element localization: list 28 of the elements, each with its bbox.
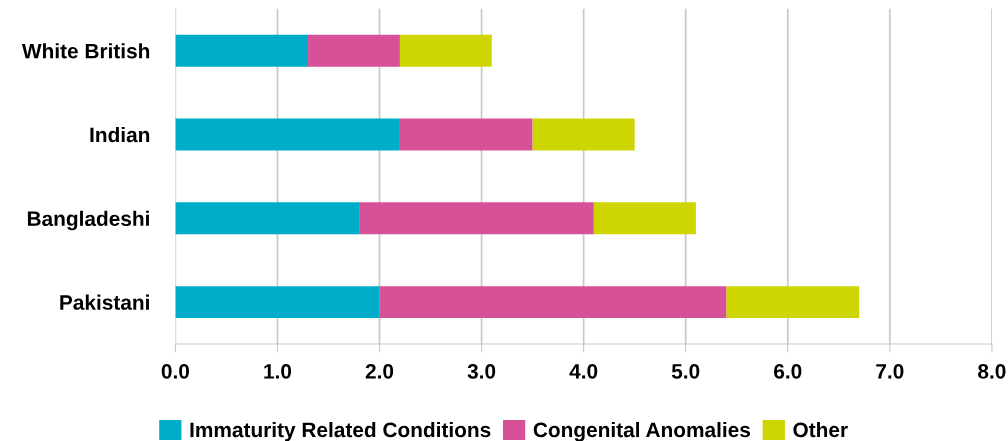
bar: [175, 118, 400, 151]
y-tick-label: Pakistani: [60, 294, 149, 310]
legend-label: Congenital Anomalies: [533, 421, 750, 441]
bar: [175, 286, 380, 319]
bar: [379, 286, 727, 319]
bar: [399, 118, 533, 151]
y-tick-label: Bangladeshi: [27, 210, 149, 231]
x-tick-label: 8.0: [978, 363, 1006, 379]
x-tick-label: 7.0: [876, 363, 904, 379]
y-tick-label: Indian: [90, 126, 150, 143]
x-tick-label: 2.0: [365, 363, 394, 379]
bar: [532, 118, 635, 151]
x-tick-label: 1.0: [264, 363, 292, 379]
x-tick-label: 0.0: [161, 363, 190, 379]
bar: [308, 34, 400, 67]
x-tick-label: 6.0: [774, 363, 802, 379]
legend-label: Immaturity Related Conditions: [190, 421, 491, 441]
bar: [593, 202, 696, 235]
bar: [175, 202, 360, 235]
bar: [399, 34, 492, 67]
legend-label: Other: [793, 421, 848, 438]
bar: [175, 34, 309, 67]
x-tick-label: 4.0: [569, 363, 598, 379]
bar: [726, 286, 860, 319]
y-tick-label: White British: [21, 43, 150, 59]
bar: [359, 202, 594, 235]
x-tick-label: 3.0: [467, 363, 496, 379]
x-tick-label: 5.0: [671, 363, 700, 379]
